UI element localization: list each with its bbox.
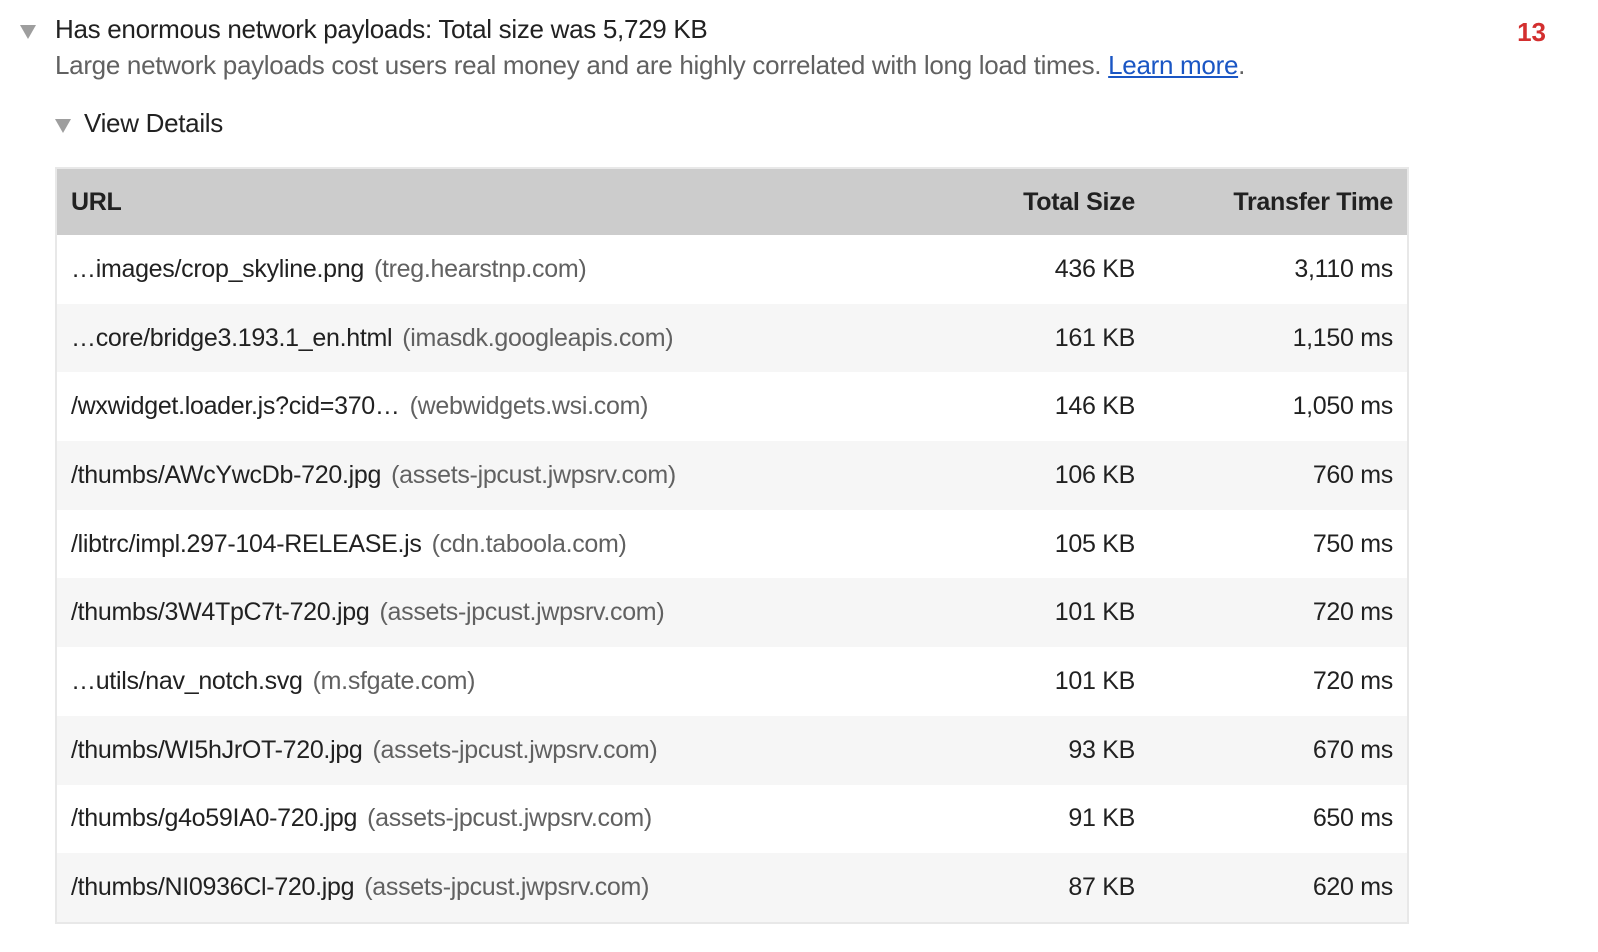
url-host: (assets-jpcust.jwpsrv.com)	[379, 598, 665, 627]
description-text: Large network payloads cost users real m…	[55, 50, 1102, 80]
table-header: URL Total Size Transfer Time	[56, 168, 1408, 235]
url-host: (assets-jpcust.jwpsrv.com)	[391, 460, 676, 489]
url-host: (imasdk.googleapis.com)	[402, 323, 674, 352]
url-path: /thumbs/WI5hJrOT-720.jpg	[71, 735, 363, 764]
transfer-time-cell: 620 ms	[1149, 853, 1408, 923]
transfer-time-cell: 750 ms	[1312, 529, 1393, 558]
transfer-time-cell: 1,150 ms	[1149, 303, 1408, 373]
url-path: …images/crop_skyline.png	[71, 254, 364, 283]
total-size-cell: 436 KB	[1054, 254, 1136, 283]
url-host: (assets-jpcust.jwpsrv.com)	[372, 735, 658, 764]
total-size-cell: 101 KB	[901, 578, 1149, 648]
url-host: (treg.hearstnp.com)	[373, 254, 587, 283]
total-size-cell: 91 KB	[1068, 804, 1135, 833]
table-row: /thumbs/NI0936Cl-720.jpg (assets-jpcust.j…	[56, 853, 1408, 923]
total-size-cell: 93 KB	[901, 715, 1149, 785]
url-cell: /thumbs/WI5hJrOT-720.jpg (assets-jpcust.j…	[56, 715, 901, 785]
url-path: /libtrc/impl.297-104-RELEASE.js	[71, 529, 422, 558]
url-cell: /thumbs/3W4TpC7t-720.jpg (assets-jpcust.j…	[56, 578, 901, 648]
url-host: (assets-jpcust.jwpsrv.com)	[364, 873, 650, 902]
url-path: /thumbs/NI0936Cl-720.jpg	[71, 873, 355, 902]
url-host: (assets-jpcust.jwpsrv.com)	[367, 804, 652, 833]
url-host: (m.sfgate.com)	[312, 666, 476, 695]
table-row: …utils/nav_notch.svg (m.sfgate.com) 101 K…	[56, 647, 1408, 716]
url-cell: …utils/nav_notch.svg (m.sfgate.com)	[56, 647, 901, 716]
audit-title[interactable]: Has enormous network payloads: Total siz…	[55, 14, 708, 44]
audit-expand-triangle-icon[interactable]	[20, 25, 36, 39]
audit-score: 13	[1517, 17, 1546, 47]
table-row: /thumbs/AWcYwcDb-720.jpg (assets-jpcust.j…	[56, 441, 1408, 510]
url-cell: /thumbs/g4o59IA0-720.jpg (assets-jpcust.j…	[56, 785, 901, 854]
transfer-time-cell: 1,050 ms	[1292, 392, 1394, 421]
url-cell: /wxwidget.loader.js?cid=370… (webwidgets.…	[56, 372, 901, 441]
total-size-cell: 161 KB	[901, 303, 1149, 373]
url-path: /thumbs/AWcYwcDb-720.jpg	[71, 460, 382, 489]
url-host: (webwidgets.wsi.com)	[409, 392, 649, 421]
details-table: URL Total Size Transfer Time …images/cro…	[55, 167, 1409, 924]
url-cell: /libtrc/impl.297-104-RELEASE.js (cdn.tabo…	[56, 510, 901, 579]
transfer-time-cell: 760 ms	[1149, 441, 1408, 510]
table-row: /thumbs/3W4TpC7t-720.jpg (assets-jpcust.j…	[56, 578, 1408, 648]
url-cell: /thumbs/NI0936Cl-720.jpg (assets-jpcust.j…	[56, 853, 901, 923]
view-details-toggle[interactable]: View Details	[84, 108, 223, 138]
url-path: /thumbs/3W4TpC7t-720.jpg	[71, 598, 370, 627]
url-cell: /thumbs/AWcYwcDb-720.jpg (assets-jpcust.j…	[56, 441, 901, 510]
url-cell: …core/bridge3.193.1_en.html (imasdk.googl…	[56, 303, 901, 373]
column-header-total-size: Total Size	[901, 168, 1149, 235]
details-expand-triangle-icon[interactable]	[55, 119, 71, 133]
column-header-transfer-time: Transfer Time	[1149, 168, 1408, 235]
table-row: /thumbs/WI5hJrOT-720.jpg (assets-jpcust.j…	[56, 715, 1408, 785]
table-row: /libtrc/impl.297-104-RELEASE.js (cdn.tabo…	[56, 510, 1408, 579]
transfer-time-cell: 720 ms	[1149, 578, 1408, 648]
total-size-cell: 105 KB	[1054, 529, 1136, 558]
url-path: /thumbs/g4o59IA0-720.jpg	[71, 804, 358, 833]
url-path: …core/bridge3.193.1_en.html	[71, 323, 393, 352]
url-host: (cdn.taboola.com)	[431, 529, 627, 558]
table-row: /thumbs/g4o59IA0-720.jpg (assets-jpcust.j…	[56, 785, 1408, 854]
total-size-cell: 87 KB	[901, 853, 1149, 923]
url-cell: …images/crop_skyline.png (treg.hearstnp.c…	[56, 235, 901, 304]
total-size-cell: 101 KB	[1054, 666, 1136, 695]
table-row: …core/bridge3.193.1_en.html (imasdk.googl…	[56, 303, 1408, 373]
url-path: …utils/nav_notch.svg	[71, 666, 303, 695]
column-header-url: URL	[56, 168, 901, 235]
transfer-time-cell: 670 ms	[1149, 715, 1408, 785]
transfer-time-cell: 720 ms	[1312, 666, 1393, 695]
total-size-cell: 146 KB	[1054, 392, 1136, 421]
audit-description: Large network payloads cost users real m…	[55, 50, 1246, 80]
total-size-cell: 106 KB	[901, 441, 1149, 510]
table-row: /wxwidget.loader.js?cid=370… (webwidgets.…	[56, 372, 1408, 441]
table-row: …images/crop_skyline.png (treg.hearstnp.c…	[56, 235, 1408, 304]
transfer-time-cell: 3,110 ms	[1294, 254, 1393, 283]
learn-more-link[interactable]: Learn more	[1108, 50, 1239, 80]
transfer-time-cell: 650 ms	[1312, 804, 1393, 833]
url-path: /wxwidget.loader.js?cid=370…	[71, 392, 400, 421]
